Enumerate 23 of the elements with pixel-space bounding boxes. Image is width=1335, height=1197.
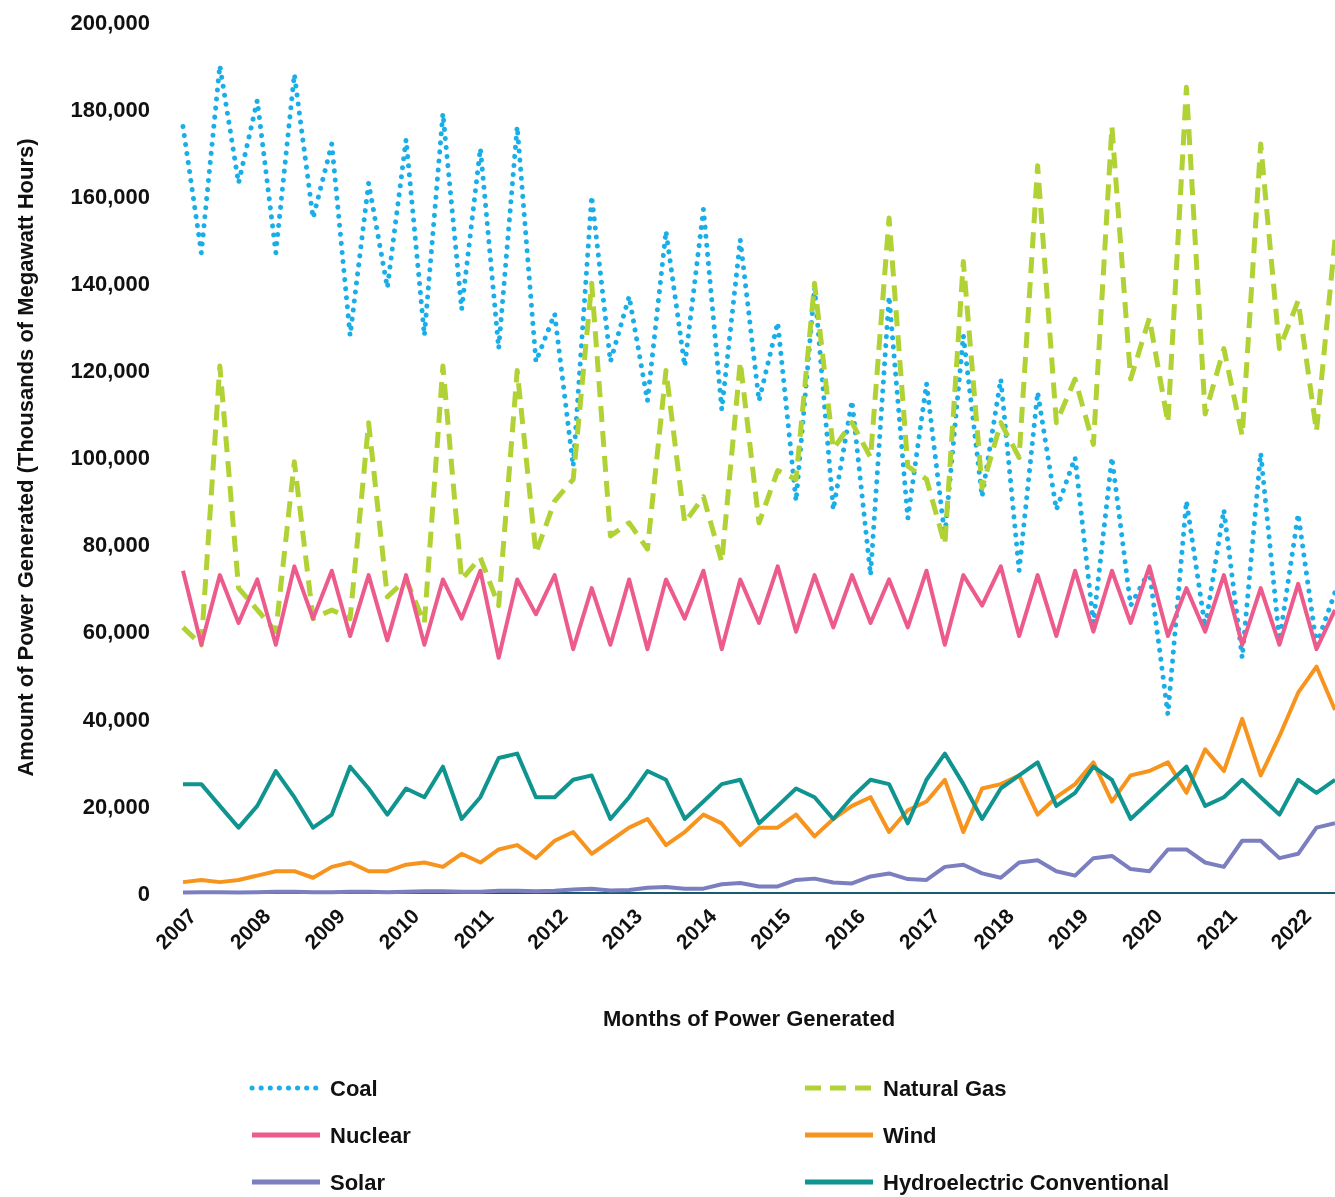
line-series — [181, 564, 1335, 660]
y-tick-label: 120,000 — [70, 358, 150, 384]
y-tick-label: 180,000 — [70, 96, 150, 122]
legend-label: Wind — [883, 1122, 937, 1148]
y-tick-label: 60,000 — [82, 619, 150, 645]
line-series — [181, 821, 1335, 895]
y-tick-label: 80,000 — [82, 532, 150, 558]
line-series — [181, 664, 1335, 885]
line-series — [181, 751, 1335, 830]
y-tick-label: 100,000 — [70, 445, 150, 471]
legend-label: Nuclear — [330, 1122, 412, 1148]
y-tick-label: 200,000 — [70, 9, 150, 35]
y-tick-label: 20,000 — [82, 793, 150, 819]
legend-label: Hydroelectric Conventional — [883, 1169, 1170, 1195]
y-tick-label: 40,000 — [82, 706, 150, 732]
x-axis-title: Months of Power Generated — [602, 1006, 896, 1031]
legend-label: Coal — [330, 1075, 378, 1101]
y-tick-label: 160,000 — [70, 183, 150, 209]
y-axis-title: Amount of Power Generated (Thousands of Megawatt Hours) — [13, 138, 38, 777]
y-tick-label: 140,000 — [70, 271, 150, 296]
legend-label: Natural Gas — [883, 1075, 1007, 1101]
y-tick-label: 0 — [137, 880, 150, 906]
legend-label: Solar — [330, 1169, 386, 1195]
